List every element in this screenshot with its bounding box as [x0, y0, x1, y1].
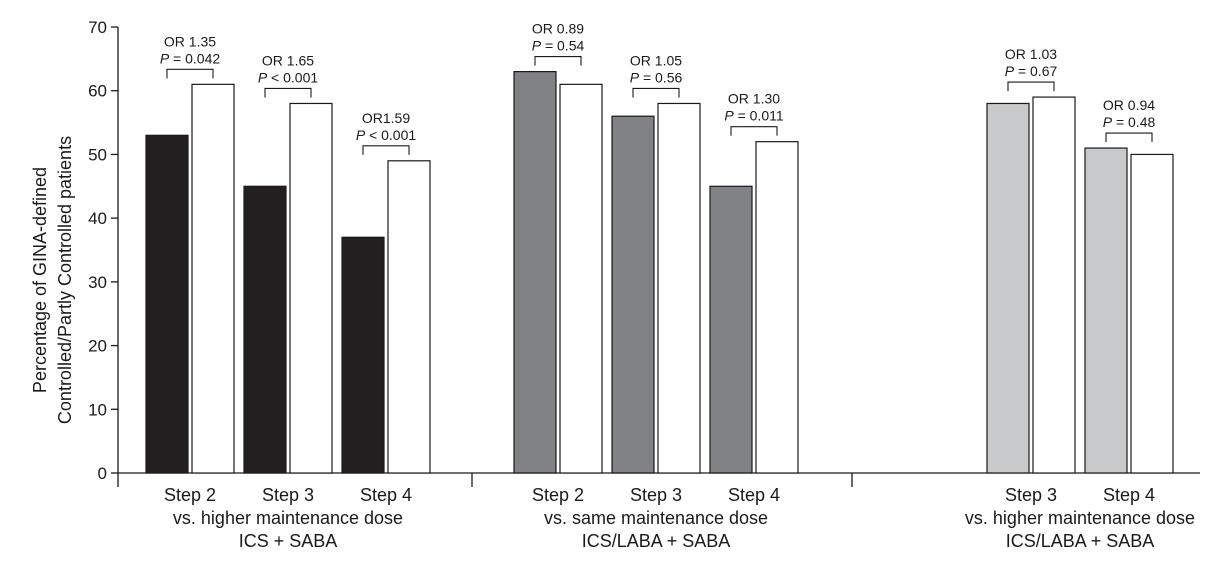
bar-comparator — [513, 70, 557, 474]
p-symbol: P — [356, 127, 366, 143]
bar-comparator — [986, 102, 1030, 474]
group-label-line1: vs. higher maintenance dose — [965, 508, 1195, 528]
significance-bracket — [264, 87, 312, 98]
p-symbol: P — [1103, 114, 1113, 130]
p-value: = 0.67 — [1014, 63, 1057, 79]
p-symbol: P — [258, 69, 268, 85]
bar-layer — [145, 70, 1174, 474]
p-value-label: P < 0.001 — [258, 69, 319, 85]
category-label: Step 2 — [164, 485, 216, 505]
y-tick-label: 20 — [88, 337, 107, 356]
bar-open — [387, 160, 431, 474]
odds-ratio-label: OR1.59 — [362, 110, 410, 126]
p-value-label: P < 0.001 — [356, 127, 417, 143]
significance-bracket — [632, 87, 680, 98]
bar-open — [191, 83, 235, 474]
p-value-label: P = 0.67 — [1005, 63, 1058, 79]
p-value-label: P = 0.54 — [532, 38, 585, 54]
y-tick-label: 60 — [88, 82, 107, 101]
p-value: < 0.001 — [267, 69, 318, 85]
p-value-label: P = 0.48 — [1103, 114, 1156, 130]
bar-open — [289, 102, 333, 474]
group-label-line2: ICS + SABA — [239, 531, 338, 551]
p-value: = 0.011 — [734, 108, 784, 124]
category-label: Step 4 — [728, 485, 780, 505]
group-label-line1: vs. higher maintenance dose — [173, 508, 403, 528]
significance-bracket — [1105, 132, 1153, 143]
p-value: = 0.54 — [541, 38, 584, 54]
group-label-line1: vs. same maintenance dose — [544, 508, 768, 528]
y-tick-label: 50 — [88, 145, 107, 164]
bar-open — [1130, 153, 1174, 474]
p-symbol: P — [160, 50, 170, 66]
bar-open — [559, 83, 603, 474]
p-symbol: P — [630, 69, 640, 85]
bar-comparator — [243, 185, 287, 474]
odds-ratio-label: OR 1.65 — [262, 52, 314, 68]
odds-ratio-label: OR 1.05 — [630, 52, 682, 68]
odds-ratio-label: OR 0.94 — [1103, 97, 1155, 113]
p-value: = 0.56 — [639, 69, 682, 85]
p-value-label: P = 0.011 — [724, 108, 784, 124]
category-label: Step 4 — [1103, 485, 1155, 505]
p-symbol: P — [724, 108, 734, 124]
p-value: = 0.48 — [1112, 114, 1155, 130]
p-symbol: P — [1005, 63, 1015, 79]
bar-open — [657, 102, 701, 474]
bar-comparator — [1084, 147, 1128, 474]
y-tick-label: 40 — [88, 209, 107, 228]
p-value: < 0.001 — [365, 127, 416, 143]
y-axis-label-line1: Percentage of GINA-defined — [30, 167, 50, 393]
significance-bracket — [362, 145, 410, 155]
bar-comparator — [341, 236, 385, 474]
category-label: Step 3 — [1005, 485, 1057, 505]
y-axis-label-line2: Controlled/Partly Controlled patients — [55, 136, 75, 424]
bar-comparator — [709, 185, 753, 474]
group-label-line2: ICS/LABA + SABA — [1006, 531, 1155, 551]
label-layer: Percentage of GINA-defined Controlled/Pa… — [30, 136, 1195, 551]
odds-ratio-label: OR 1.35 — [164, 33, 216, 49]
significance-bracket — [1007, 81, 1055, 92]
y-tick-label: 70 — [88, 18, 107, 37]
bar-comparator — [145, 134, 189, 474]
p-value-label: P = 0.56 — [630, 69, 683, 85]
category-label: Step 4 — [360, 485, 412, 505]
bar-open — [1032, 96, 1076, 474]
category-label: Step 3 — [262, 485, 314, 505]
significance-bracket — [534, 56, 582, 66]
p-symbol: P — [532, 38, 542, 54]
y-tick-label: 30 — [88, 273, 107, 292]
odds-ratio-label: OR 1.03 — [1005, 46, 1057, 62]
odds-ratio-label: OR 0.89 — [532, 21, 584, 37]
category-label: Step 3 — [630, 485, 682, 505]
y-tick-label: 0 — [98, 464, 107, 483]
p-value: = 0.042 — [169, 50, 220, 66]
group-label-line2: ICS/LABA + SABA — [582, 531, 731, 551]
p-value-label: P = 0.042 — [160, 50, 221, 66]
bar-comparator — [611, 115, 655, 474]
y-tick-label: 10 — [88, 400, 107, 419]
significance-bracket — [166, 68, 214, 79]
odds-ratio-label: OR 1.30 — [728, 91, 780, 107]
category-label: Step 2 — [532, 485, 584, 505]
significance-bracket — [730, 126, 778, 136]
bar-open — [755, 141, 799, 474]
